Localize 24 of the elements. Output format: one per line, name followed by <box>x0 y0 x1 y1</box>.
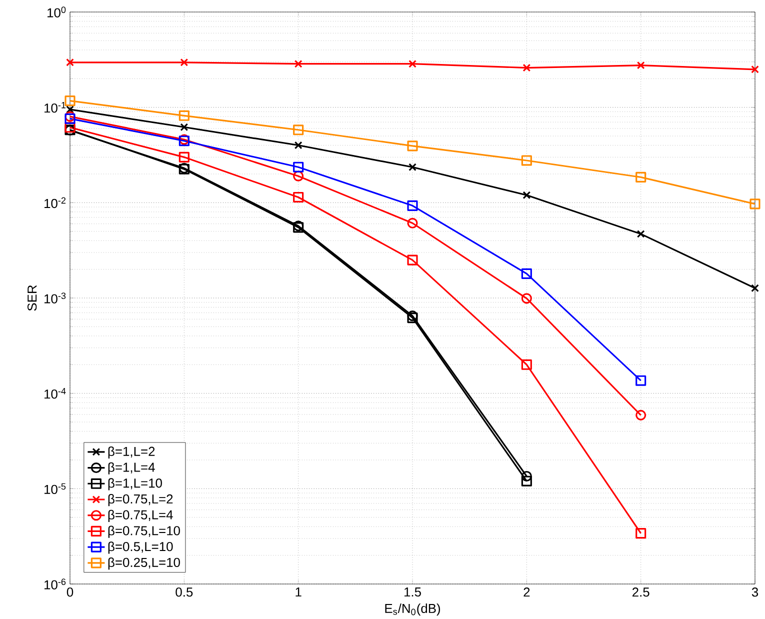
y-tick-label: 10$^{-4}$ <box>44 388 66 399</box>
x-tick-label: 0 <box>66 588 74 597</box>
y-tick-label: 10$^{-3}$ <box>44 292 66 304</box>
legend-label: β=0.25,L=10 <box>108 558 180 570</box>
y-tick-label: 10$^{0}$ <box>48 6 66 18</box>
legend-label: β=0.75,L=10 <box>108 526 180 538</box>
legend-label: β=1,L=4 <box>108 462 155 474</box>
y-tick-label: 10$^{-6}$ <box>44 578 66 590</box>
x-tick-label: 2.5 <box>632 588 650 597</box>
legend-label: β=0.75,L=2 <box>108 494 173 506</box>
x-tick-label: 3 <box>752 588 758 597</box>
legend-label: β=1,L=10 <box>108 478 162 490</box>
x-tick-label: 2 <box>524 588 530 597</box>
x-tick-label: 1 <box>296 588 302 596</box>
y-tick-label: 10$^{-5}$ <box>44 483 66 494</box>
legend-label: β=0.75,L=4 <box>108 510 173 522</box>
x-tick-label: 1.5 <box>404 588 421 597</box>
legend-label: β=1,L=2 <box>108 446 155 459</box>
x-tick-label: 0.5 <box>176 588 193 597</box>
x-axis-title: E$_{s}$/N$_{0}$(dB) <box>385 604 440 616</box>
y-axis-title: SER <box>28 285 37 311</box>
legend-label: β=0.5,L=10 <box>108 542 173 554</box>
y-tick-label: 10$^{-1}$ <box>44 102 66 113</box>
y-tick-label: 10$^{-2}$ <box>44 197 66 208</box>
